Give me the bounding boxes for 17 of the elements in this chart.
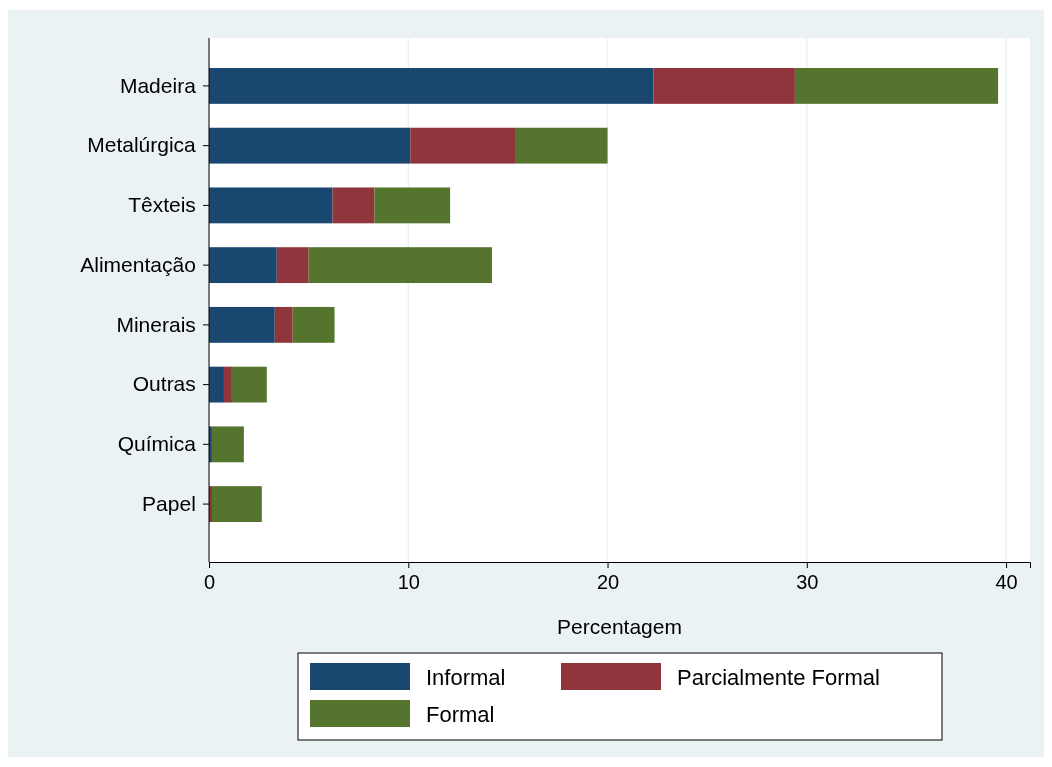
legend-label: Informal (426, 665, 506, 690)
x-tick-label: 10 (397, 571, 420, 593)
y-tick-label: Metalúrgica (87, 133, 197, 157)
y-tick-label: Outras (132, 372, 196, 396)
y-tick-label: Minerais (116, 312, 196, 336)
legend-label: Formal (426, 702, 495, 727)
y-tick-label: Papel (142, 491, 196, 515)
y-tick-label: Madeira (119, 73, 197, 97)
x-tick-label: 20 (596, 571, 620, 593)
x-axis-title: Percentagem (557, 615, 682, 638)
legend-label: Parcialmente Formal (677, 665, 880, 690)
x-tick-label: 30 (796, 571, 819, 593)
x-tick-label: 40 (995, 571, 1018, 593)
y-tick-label: Química (117, 432, 197, 456)
y-tick-label: Têxteis (128, 193, 196, 217)
x-tick-label: 0 (203, 571, 216, 593)
y-tick-label: Alimentação (80, 252, 196, 276)
